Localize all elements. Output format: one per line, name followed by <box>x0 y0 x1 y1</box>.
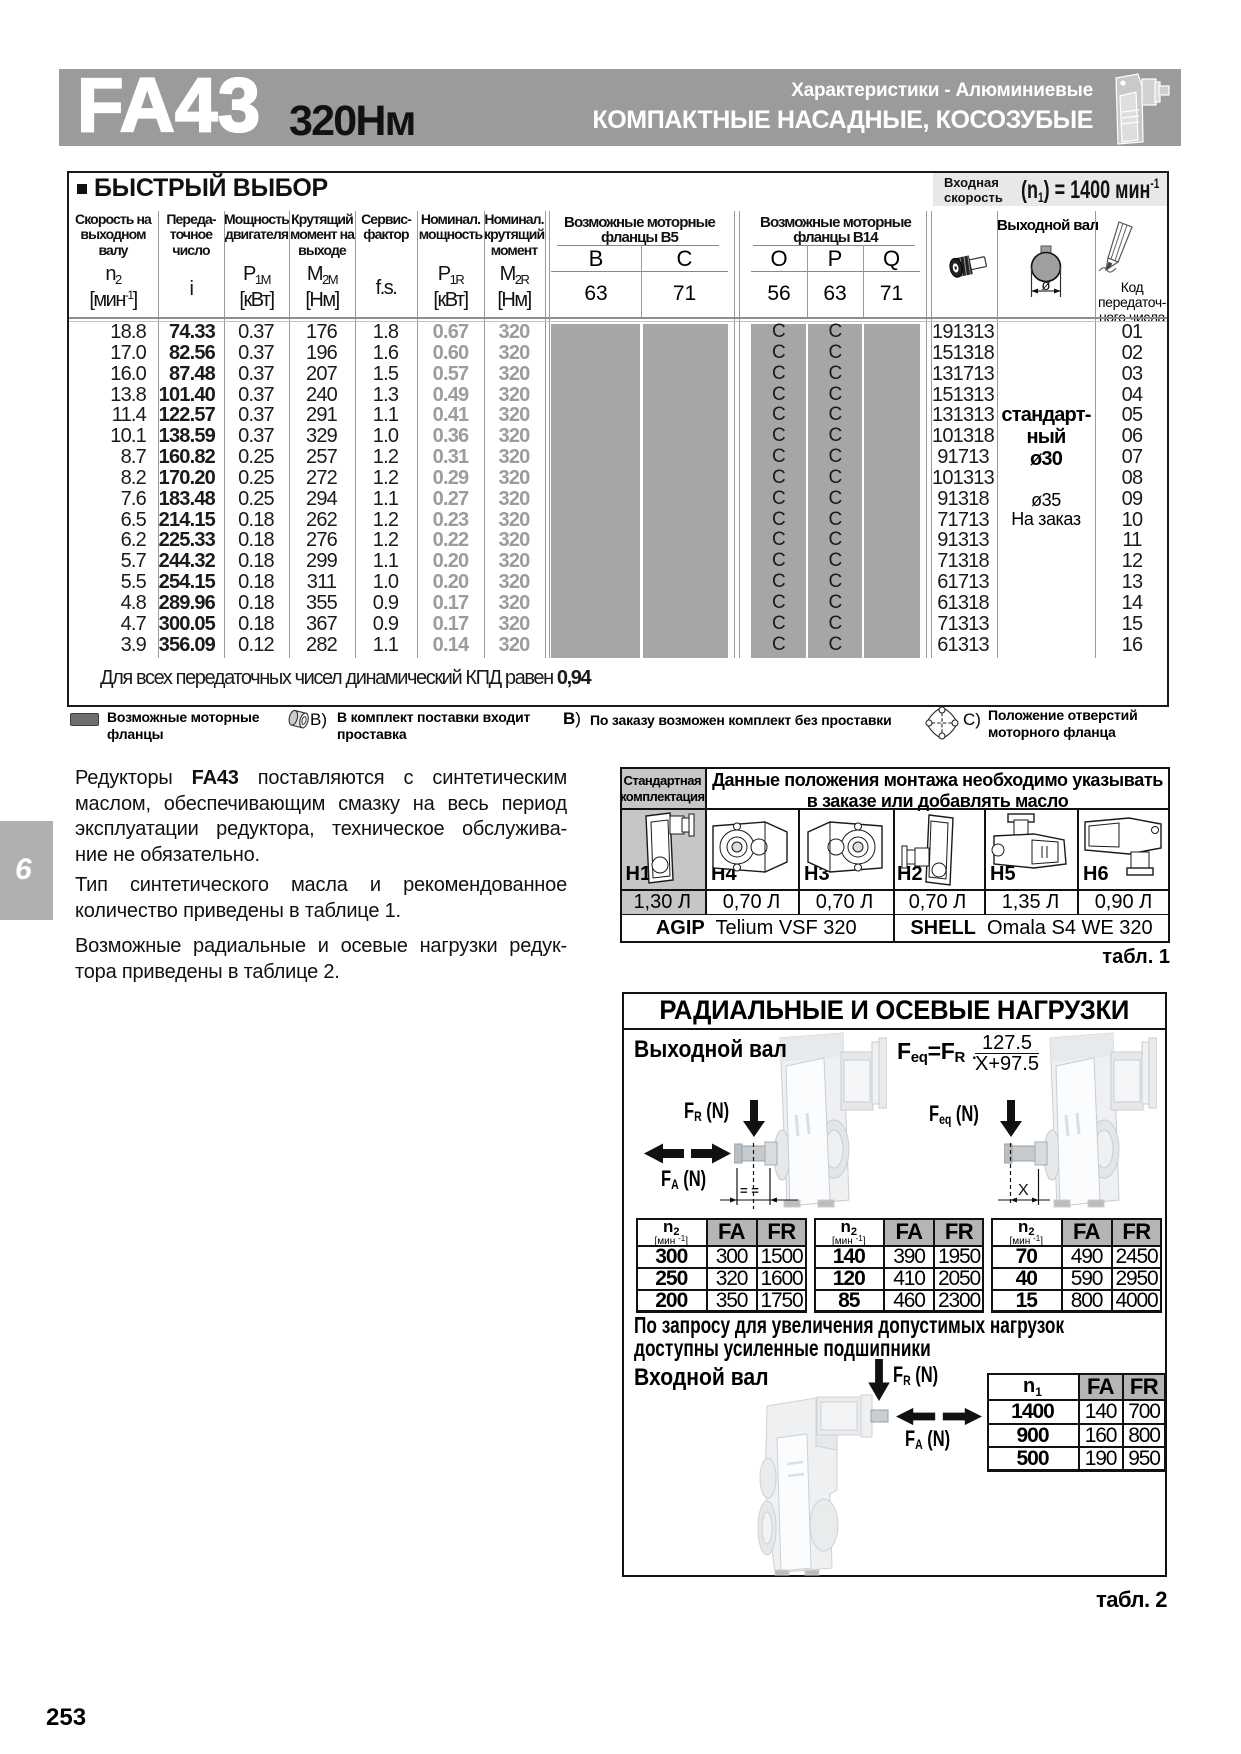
svg-text:ø: ø <box>1041 277 1050 294</box>
svg-text:= =: = = <box>740 1183 759 1198</box>
svg-text:X: X <box>1018 1182 1029 1199</box>
